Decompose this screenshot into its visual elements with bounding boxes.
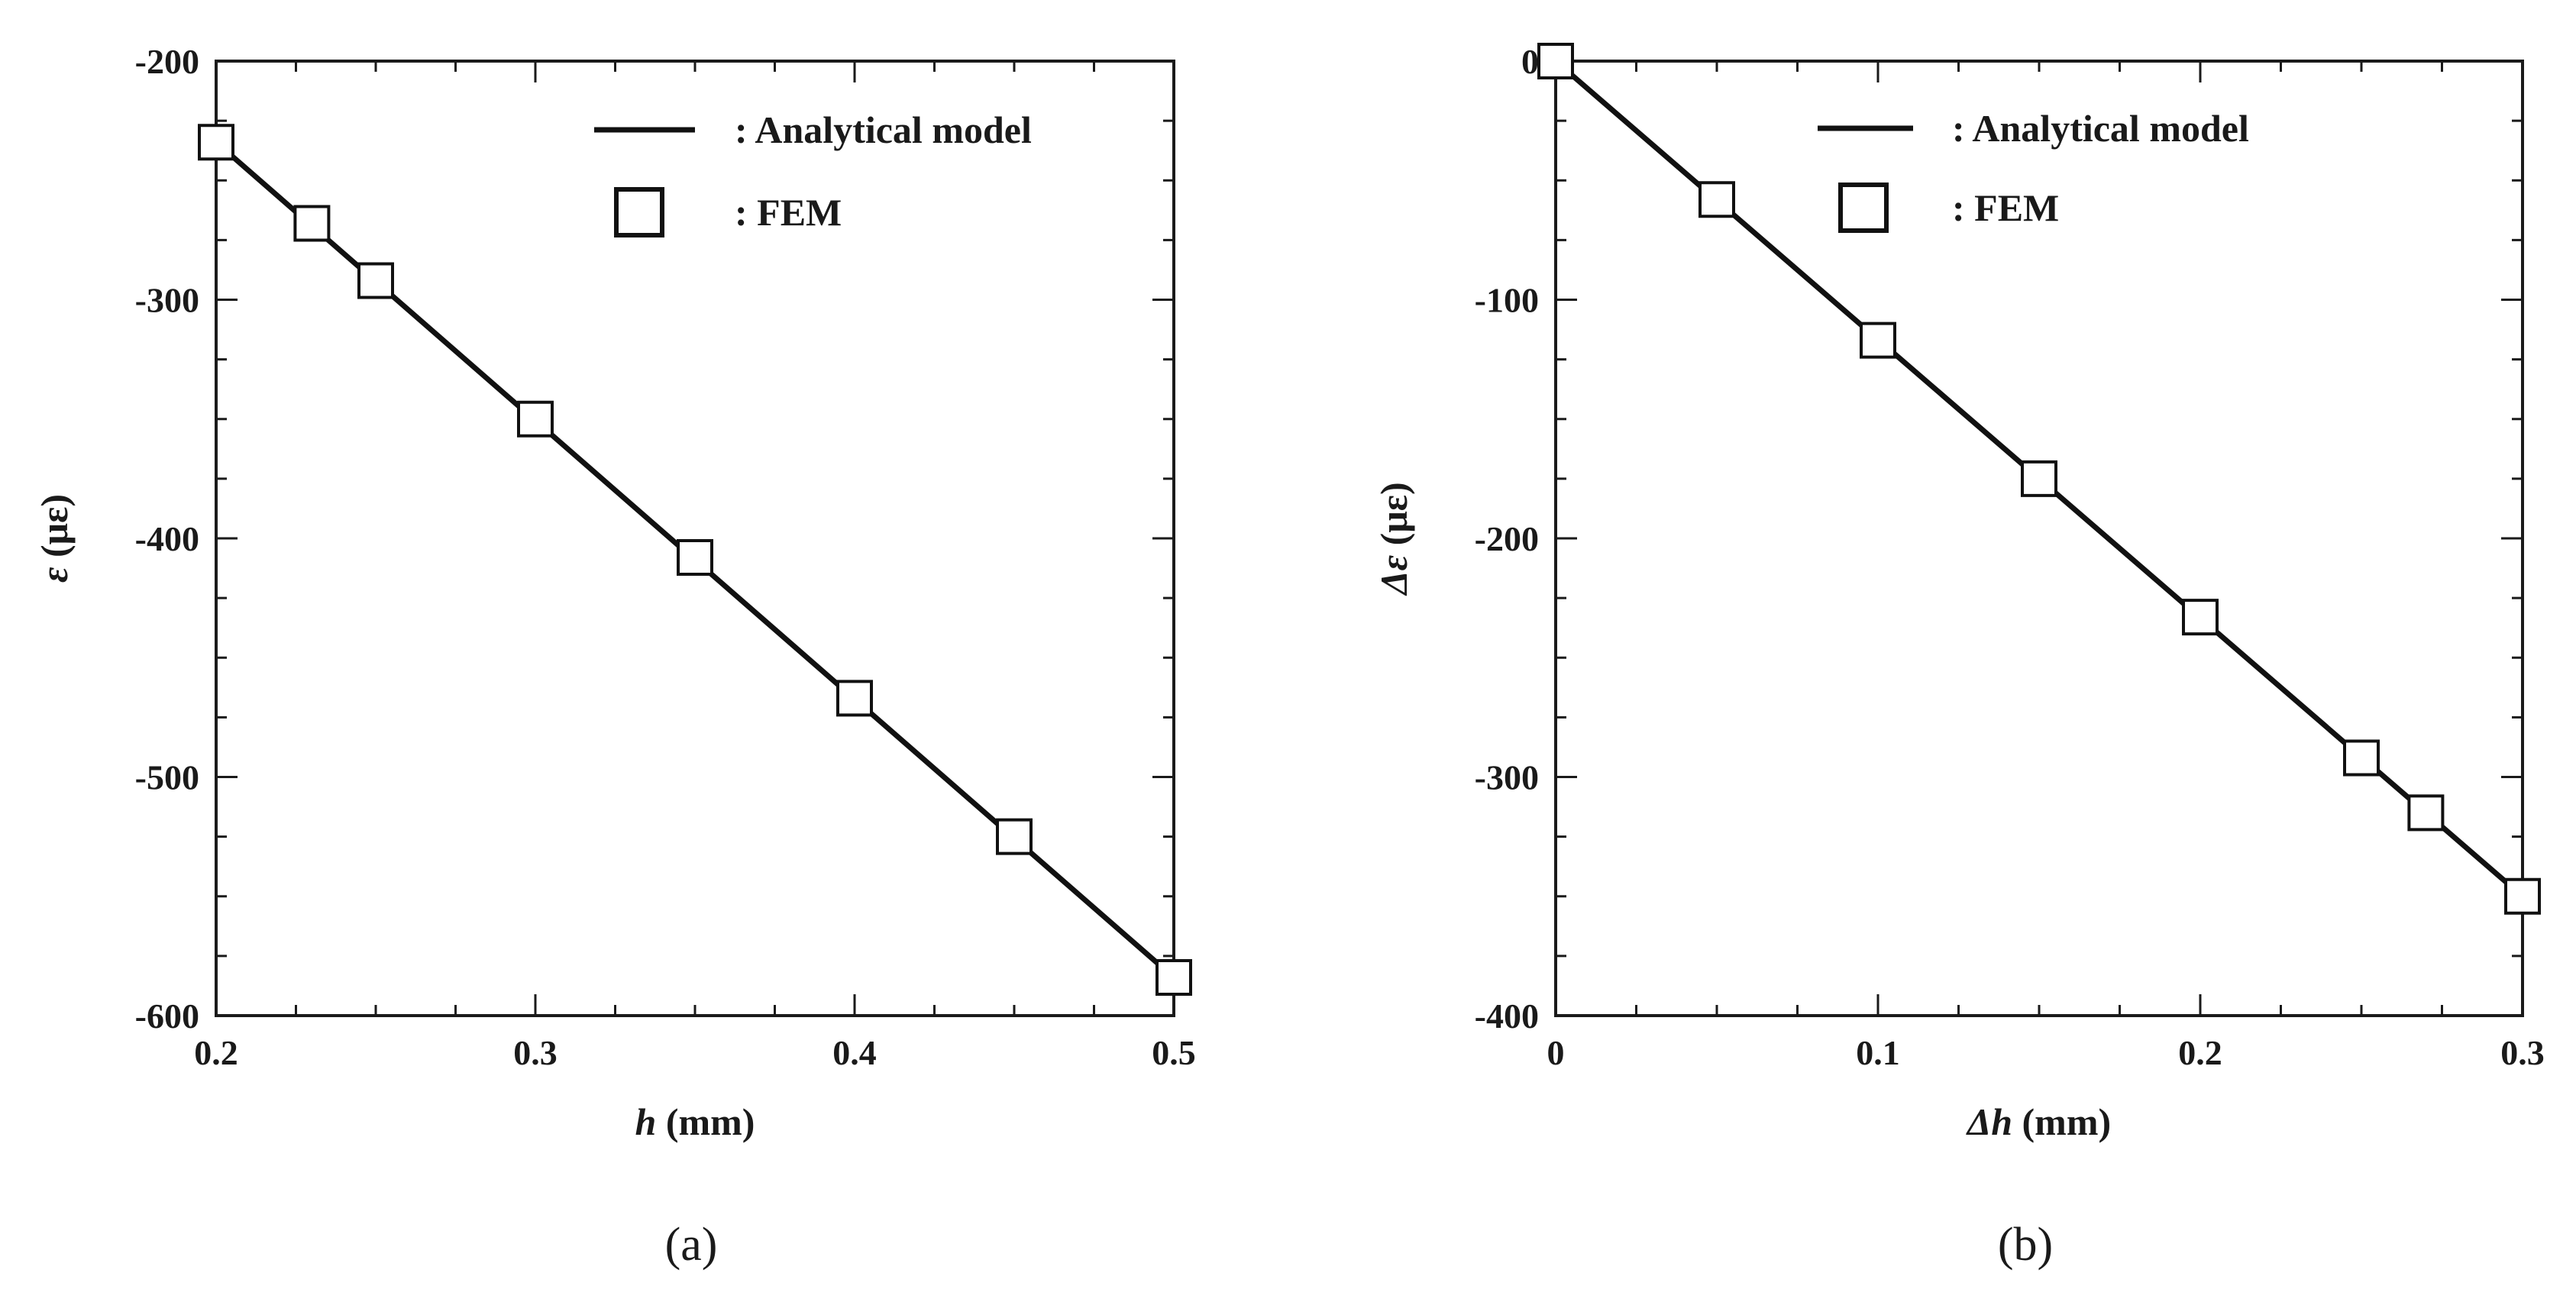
fem-point (2504, 877, 2541, 915)
y-tick-label: 0 (1521, 42, 1539, 81)
y-axis-label: ε (με) (33, 494, 76, 583)
x-axis-unit: (mm) (2012, 1100, 2111, 1143)
fem-point (517, 400, 554, 438)
y-tick-label: -400 (1475, 997, 1539, 1035)
panel-caption: (a) (665, 1219, 718, 1271)
chart-b-svg: 0 0.1 0.2 0.3 0 -100 -200 -300 -400 Δh (mm) Δε (με… (1372, 42, 2545, 1271)
y-tick-label: -100 (1475, 281, 1539, 320)
x-axis-symbol: h (635, 1100, 657, 1143)
chart-panel-a: 0.2 0.3 0.4 0.5 -200 -300 -400 -500 -600 h (mm) ε … (33, 42, 1196, 1271)
y-tick-label: -300 (135, 281, 199, 320)
fem-point (1698, 181, 1735, 218)
legend-label-analytical: : Analytical model (735, 108, 1032, 151)
x-tick-label: 0.4 (832, 1033, 877, 1072)
x-tick-label: 0.1 (1856, 1033, 1900, 1072)
y-tick-label: -200 (1475, 519, 1539, 558)
fem-point (357, 262, 394, 299)
legend-label-fem: : FEM (735, 191, 842, 234)
x-tick-label: 0.3 (2500, 1033, 2545, 1072)
x-tick-label: 0.3 (513, 1033, 558, 1072)
fem-point (677, 539, 713, 576)
y-axis-unit: (με) (1372, 482, 1415, 555)
x-tick-label: 0 (1547, 1033, 1565, 1072)
y-axis-symbol: ε (33, 567, 76, 583)
y-tick-label: -300 (1475, 758, 1539, 797)
x-tick-label: 0.2 (194, 1033, 238, 1072)
y-tick-label: -600 (135, 997, 199, 1035)
fem-point (1537, 43, 1574, 79)
x-axis-label: h (mm) (635, 1100, 755, 1143)
x-tick-label: 0.5 (1152, 1033, 1196, 1072)
y-axis-symbol: Δε (1372, 554, 1415, 596)
chart-a-svg: 0.2 0.3 0.4 0.5 -200 -300 -400 -500 -600 h (mm) ε … (33, 42, 1196, 1271)
fem-point (2021, 460, 2057, 497)
fem-point (836, 680, 873, 717)
fem-point (293, 205, 331, 242)
y-tick-label: -200 (135, 42, 199, 81)
y-axis-label: Δε (με) (1372, 482, 1415, 596)
y-axis-unit: (με) (33, 494, 76, 567)
plot-frame (215, 60, 1175, 1017)
fem-point (2407, 794, 2445, 832)
fem-point (2182, 599, 2219, 636)
x-tick-label: 0.2 (2178, 1033, 2222, 1072)
x-axis-unit: (mm) (656, 1100, 755, 1143)
fem-point (198, 124, 234, 161)
x-axis-label: Δh (mm) (1966, 1100, 2111, 1143)
fem-point (1155, 959, 1192, 996)
fem-point (996, 818, 1033, 855)
y-tick-label: -500 (135, 758, 199, 797)
legend-square-swatch (614, 187, 664, 237)
x-axis-symbol: Δh (1966, 1100, 2012, 1143)
fem-point (2343, 739, 2380, 777)
legend-label-fem: : FEM (1952, 186, 2059, 229)
panel-caption: (b) (1998, 1219, 2053, 1271)
legend-square-swatch (1838, 183, 1889, 233)
legend-label-analytical: : Analytical model (1952, 107, 2249, 150)
fem-point (1860, 321, 1896, 359)
y-tick-label: -400 (135, 519, 199, 558)
chart-panel-b: 0 0.1 0.2 0.3 0 -100 -200 -300 -400 Δh (mm) Δε (με… (1291, 0, 2576, 1289)
